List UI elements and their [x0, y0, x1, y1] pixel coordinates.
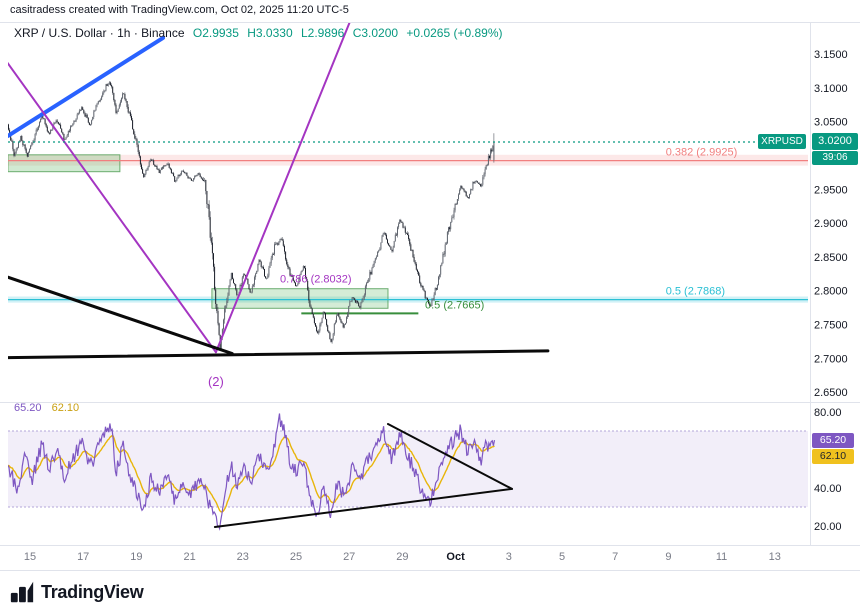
price-tick-label: 2.8000 — [814, 286, 848, 298]
main-pane — [6, 14, 808, 360]
rsi-signal-value-badge: 62.10 — [812, 449, 854, 464]
price-tick-label: 2.7500 — [814, 320, 848, 332]
price-tick-label: 2.6500 — [814, 387, 848, 399]
price-axis[interactable] — [810, 22, 860, 545]
price-tick-label: 3.1000 — [814, 83, 848, 95]
candle-wicks — [8, 81, 495, 351]
legend-low: L2.9896 — [300, 26, 345, 40]
time-tick-label: 13 — [769, 551, 781, 563]
indicator-signal-value: 62.10 — [51, 402, 80, 414]
rsi-wedge-upper[interactable] — [387, 423, 513, 490]
purple-trendline-down[interactable] — [6, 61, 217, 354]
blue-trendline[interactable] — [8, 35, 165, 138]
time-axis[interactable] — [0, 546, 810, 570]
time-tick-label: 9 — [665, 551, 671, 563]
time-tick-label: 3 — [506, 551, 512, 563]
bar-countdown-badge: 39:06 — [812, 151, 858, 165]
price-tick-label: 3.1500 — [814, 49, 848, 61]
fib-0382-line-label: 0.382 (2.9925) — [666, 147, 738, 159]
chart-canvas[interactable]: 0.382 (2.9925) 0.5 (2.7868) 0.5 (2.7665) 0.… — [0, 0, 860, 575]
time-tick-label: 7 — [612, 551, 618, 563]
supply-zone[interactable] — [8, 154, 121, 173]
price-tick-label: 2.9000 — [814, 218, 848, 230]
time-tick-label: 27 — [343, 551, 355, 563]
time-tick-label: 19 — [130, 551, 142, 563]
rsi-line[interactable] — [8, 413, 496, 531]
indicator-tick-label: 20.00 — [814, 521, 842, 533]
indicator-main-value: 65.20 — [14, 402, 42, 414]
candles-down — [8, 82, 493, 350]
time-tick-label: 17 — [77, 551, 89, 563]
legend-close: C3.0200 — [352, 26, 399, 40]
indicator-pane — [8, 413, 808, 531]
rsi-signal-line[interactable] — [8, 434, 495, 513]
symbol-title[interactable]: XRP / U.S. Dollar · 1h · Binance — [14, 26, 185, 40]
tradingview-logo[interactable]: TradingView — [10, 580, 144, 604]
price-tick-label: 2.9500 — [814, 184, 848, 196]
price-tick-label: 3.0500 — [814, 117, 848, 129]
time-tick-label: 21 — [183, 551, 195, 563]
candles-up — [14, 82, 495, 350]
time-tick-label: 25 — [290, 551, 302, 563]
indicator-tick-label: 80.00 — [814, 407, 842, 419]
legend-high: H3.0330 — [247, 26, 293, 40]
indicator-legend[interactable]: 65.20 62.10 — [14, 402, 79, 414]
time-tick-label: 29 — [396, 551, 408, 563]
wave-2-label[interactable]: (2) — [208, 374, 224, 389]
fib-0786-zone[interactable] — [211, 288, 389, 309]
last-price-badge: 3.0200 — [812, 133, 858, 150]
time-tick-label: Oct — [446, 551, 465, 563]
legend-open: O2.9935 — [192, 26, 239, 40]
chart-legend: XRP / U.S. Dollar · 1h · Binance O2.9935… — [14, 26, 503, 40]
fib-0786-zone-label: 0.786 (2.8032) — [280, 274, 352, 286]
price-tick-label: 2.7000 — [814, 353, 848, 365]
purple-trendline-up[interactable] — [214, 14, 353, 354]
rsi-band — [8, 431, 808, 507]
rsi-wedge-lower[interactable] — [213, 487, 513, 528]
time-tick-label: 23 — [237, 551, 249, 563]
level-05-low-line-label: 0.5 (2.7665) — [425, 299, 484, 311]
time-tick-label: 15 — [24, 551, 36, 563]
indicator-tick-label: 40.00 — [814, 483, 842, 495]
time-tick-label: 11 — [716, 551, 727, 563]
price-tick-label: 2.8500 — [814, 252, 848, 264]
tradingview-wordmark: TradingView — [41, 581, 144, 602]
legend-change: +0.0265 (+0.89%) — [406, 26, 503, 40]
black-trendline-upper[interactable] — [8, 275, 234, 356]
fib-05-line-label: 0.5 (2.7868) — [666, 286, 725, 298]
time-tick-label: 5 — [559, 551, 565, 563]
tradingview-mark-icon — [10, 581, 34, 603]
rsi-value-badge: 65.20 — [812, 433, 854, 448]
attribution-text: casitradess created with TradingView.com… — [10, 4, 349, 16]
black-trendline-lower[interactable] — [8, 349, 550, 360]
symbol-tag-badge: XRPUSD — [758, 134, 806, 149]
